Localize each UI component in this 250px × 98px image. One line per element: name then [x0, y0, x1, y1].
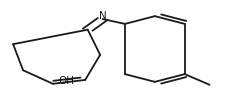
Text: OH: OH: [58, 76, 74, 86]
Text: N: N: [99, 11, 106, 21]
